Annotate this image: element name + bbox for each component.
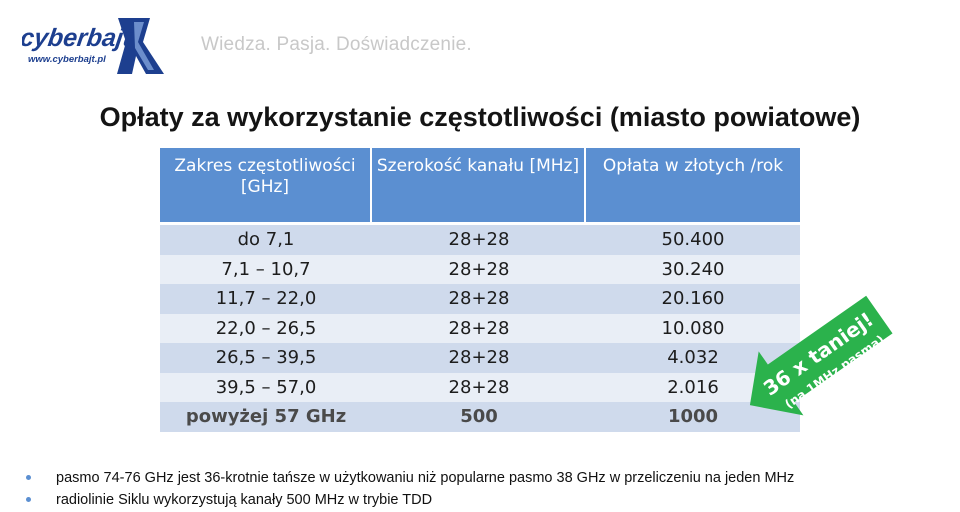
cell-annual-fee: 20.160 <box>586 284 800 314</box>
notes-list: pasmo 74-76 GHz jest 36-krotnie tańsze w… <box>26 467 946 511</box>
cell-channel-width: 28+28 <box>372 313 586 343</box>
logo-x-mark-icon <box>117 18 164 74</box>
cell-frequency-range: 26,5 – 39,5 <box>160 343 372 373</box>
logo-brand: cyberbajt <box>22 24 135 52</box>
header-frequency-range: Zakres częstotliwości [GHz] <box>160 148 372 225</box>
arrow-left-icon <box>749 295 893 416</box>
cell-frequency-range: powyżej 57 GHz <box>160 402 372 432</box>
cyberbajt-logo: cyberbajt www.cyberbajt.pl <box>22 18 164 74</box>
cell-channel-width: 28+28 <box>372 343 586 373</box>
list-item: pasmo 74-76 GHz jest 36-krotnie tańsze w… <box>26 467 946 489</box>
cell-frequency-range: 7,1 – 10,7 <box>160 254 372 284</box>
cell-annual-fee: 50.400 <box>586 225 800 255</box>
list-item: radiolinie Siklu wykorzystują kanały 500… <box>26 489 946 511</box>
table-row: 26,5 – 39,5 28+28 4.032 <box>160 343 800 373</box>
cell-channel-width: 500 <box>372 402 586 432</box>
cell-annual-fee: 10.080 <box>586 313 800 343</box>
table-header-row: Zakres częstotliwości [GHz] Szerokość ka… <box>160 148 800 225</box>
table-row: powyżej 57 GHz 500 1000 <box>160 402 800 432</box>
cell-annual-fee: 1000 <box>586 402 800 432</box>
cell-channel-width: 28+28 <box>372 225 586 255</box>
header-channel-width: Szerokość kanału [MHz] <box>372 148 586 225</box>
cell-channel-width: 28+28 <box>372 254 586 284</box>
cell-frequency-range: 22,0 – 26,5 <box>160 313 372 343</box>
cell-channel-width: 28+28 <box>372 284 586 314</box>
table-row: 22,0 – 26,5 28+28 10.080 <box>160 313 800 343</box>
table-row: do 7,1 28+28 50.400 <box>160 225 800 255</box>
table-row: 39,5 – 57,0 28+28 2.016 <box>160 372 800 402</box>
cell-frequency-range: 11,7 – 22,0 <box>160 284 372 314</box>
promo-arrow-callout: 36 x taniej! (na 1MHz pasma) <box>749 295 893 416</box>
tagline: Wiedza. Pasja. Doświadczenie. <box>201 34 472 55</box>
cell-annual-fee: 30.240 <box>586 254 800 284</box>
cell-channel-width: 28+28 <box>372 372 586 402</box>
cell-frequency-range: do 7,1 <box>160 225 372 255</box>
logo-url: www.cyberbajt.pl <box>28 54 106 65</box>
table-row: 7,1 – 10,7 28+28 30.240 <box>160 254 800 284</box>
table-row: 11,7 – 22,0 28+28 20.160 <box>160 284 800 314</box>
page-title: Opłaty za wykorzystanie częstotliwości (… <box>99 102 861 132</box>
cell-frequency-range: 39,5 – 57,0 <box>160 372 372 402</box>
header-annual-fee: Opłata w złotych /rok <box>586 148 800 225</box>
fee-table: Zakres częstotliwości [GHz] Szerokość ka… <box>160 148 800 432</box>
